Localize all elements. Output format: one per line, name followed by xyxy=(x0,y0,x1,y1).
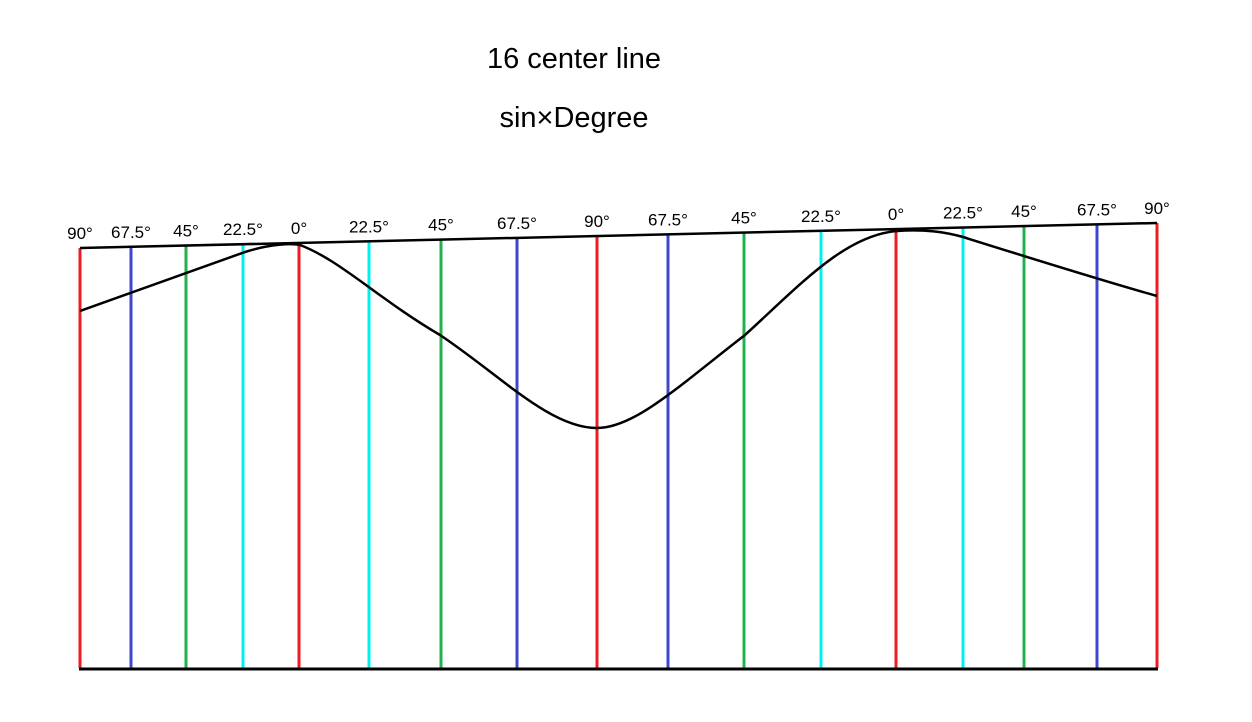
angle-label: 22.5° xyxy=(349,217,389,236)
angle-label: 67.5° xyxy=(648,210,688,229)
angle-label: 0° xyxy=(291,219,307,238)
angle-label: 90° xyxy=(67,224,93,243)
angle-label: 22.5° xyxy=(223,220,263,239)
sine-curve xyxy=(79,229,1158,430)
angle-labels-group: 90° 67.5° 45° 22.5° 0° 22.5° 45° 67.5° 90° 67.5° 4… xyxy=(67,199,1170,243)
vertical-lines-group xyxy=(78,223,1159,668)
angle-label: 45° xyxy=(173,222,199,241)
angle-label: 22.5° xyxy=(801,207,841,226)
top-reference-line xyxy=(79,221,1158,250)
angle-label: 90° xyxy=(1144,199,1170,218)
angle-label: 67.5° xyxy=(1077,200,1117,219)
angle-label: 67.5° xyxy=(111,223,151,242)
diagram-title: 16 center line xyxy=(486,43,662,75)
angle-label: 90° xyxy=(584,212,610,231)
angle-label: 67.5° xyxy=(497,214,537,233)
angle-label: 22.5° xyxy=(943,204,983,223)
angle-label: 45° xyxy=(731,209,757,228)
angle-label: 45° xyxy=(428,216,454,235)
angle-label: 45° xyxy=(1011,202,1037,221)
diagram-subtitle: sin×Degree xyxy=(499,102,649,134)
angle-label: 0° xyxy=(888,205,904,224)
